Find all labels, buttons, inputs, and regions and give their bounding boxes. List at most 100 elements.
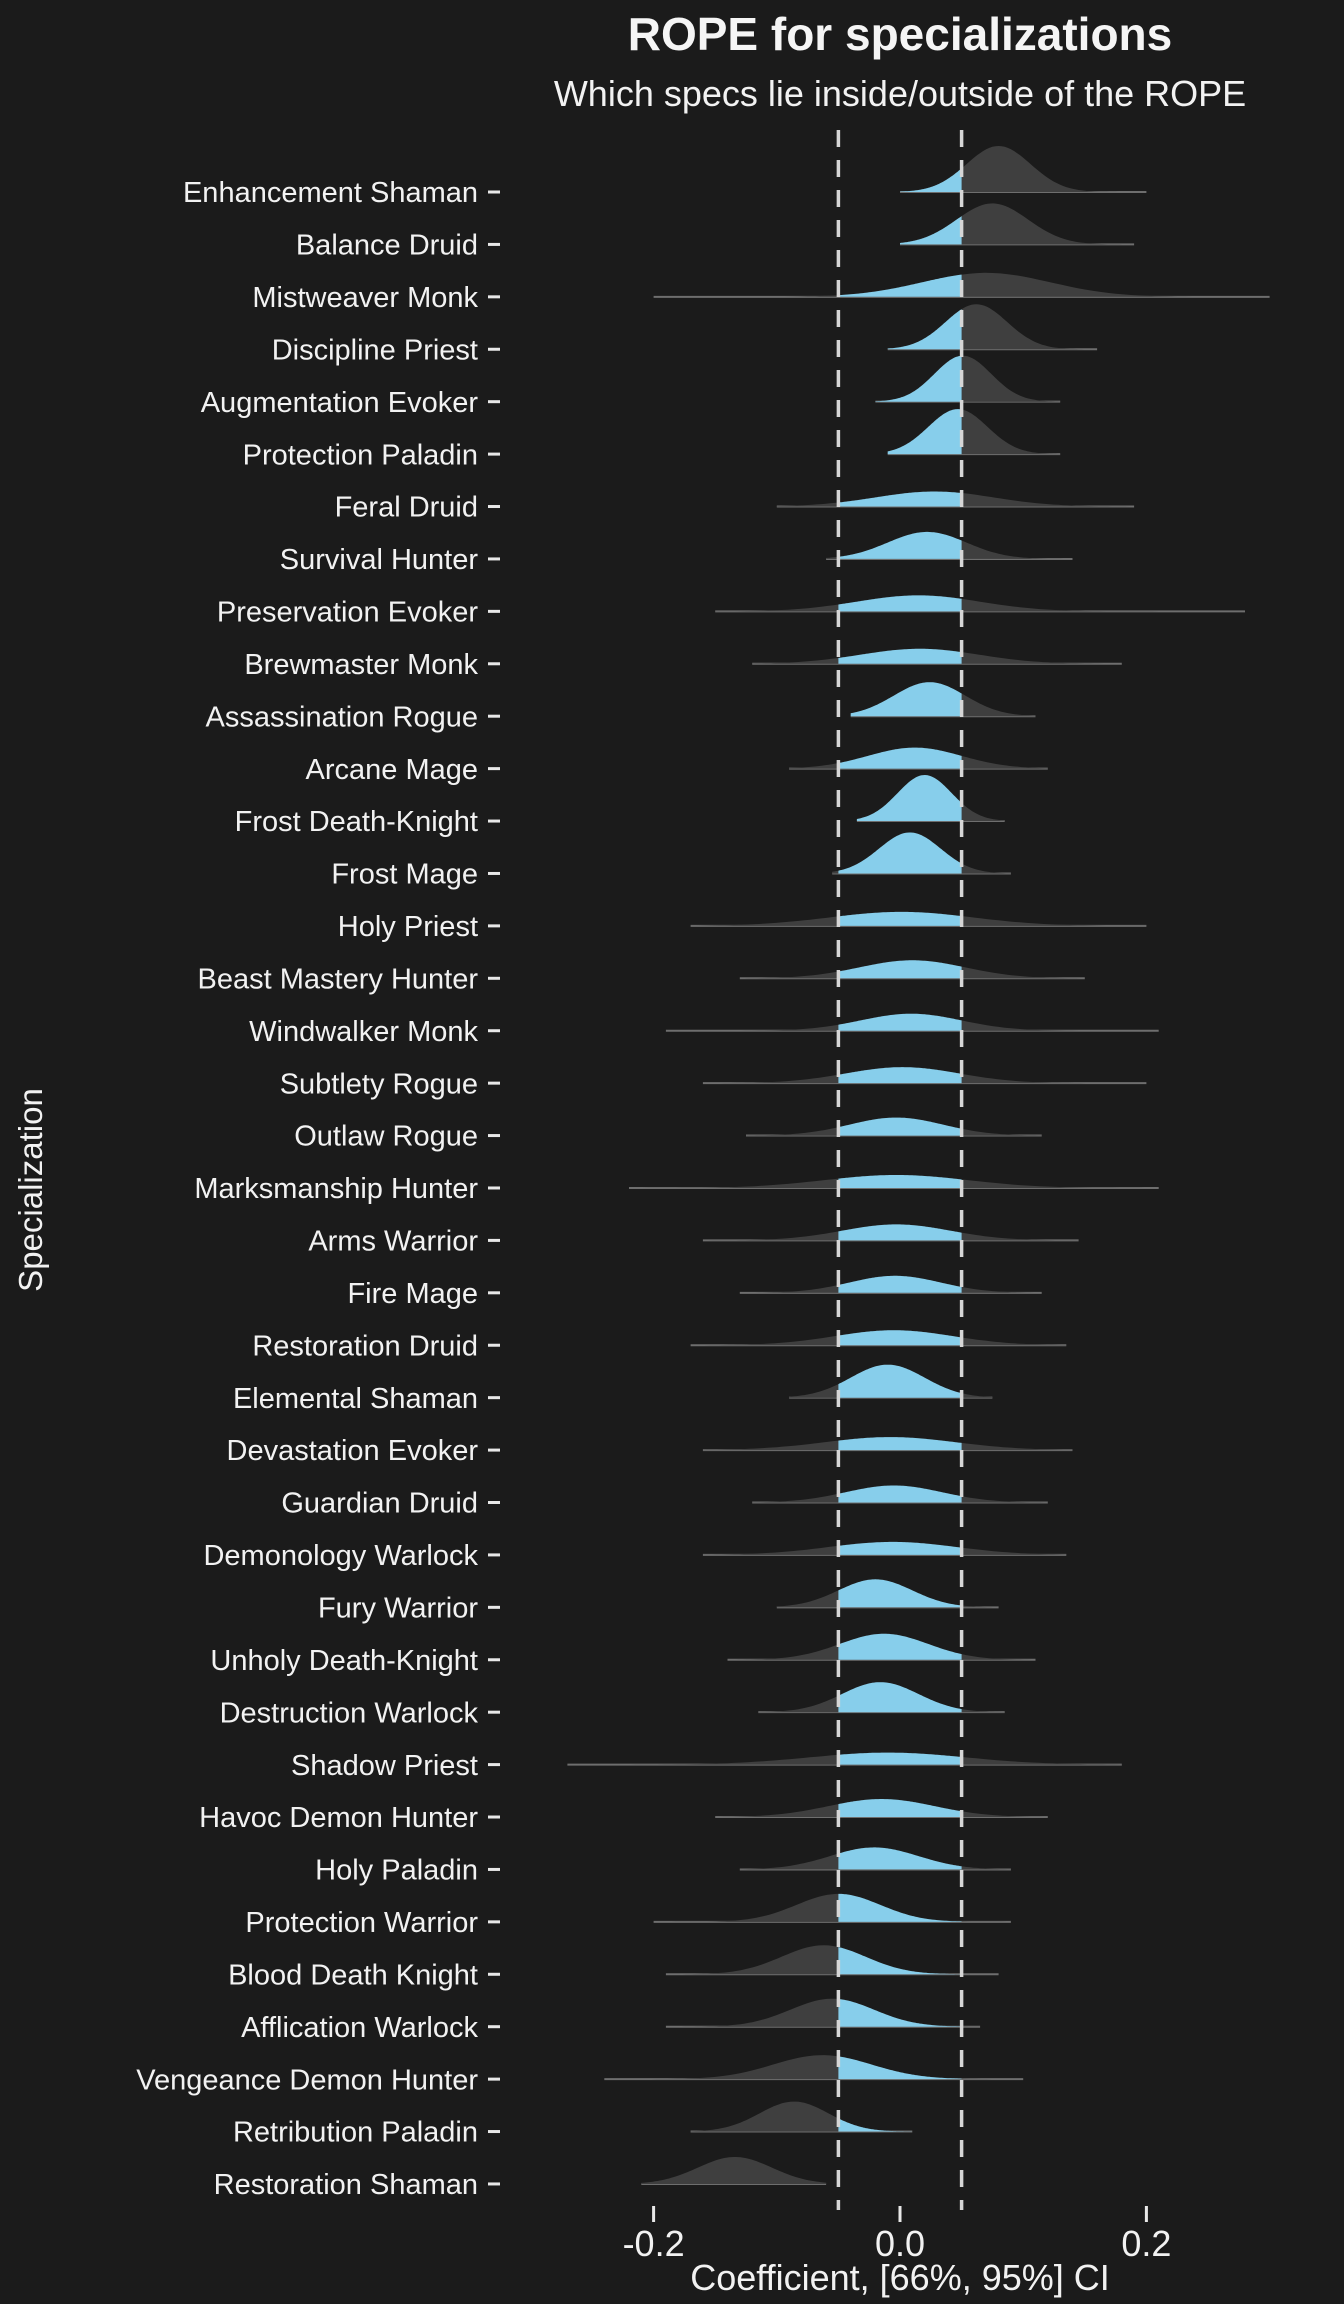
density-inside-rope	[838, 1579, 962, 1608]
density-inside-rope	[850, 682, 962, 717]
density-inside-rope	[838, 2118, 913, 2132]
density-inside-rope	[838, 960, 962, 979]
density-inside-rope	[838, 1682, 962, 1713]
density-row-enhancement-shaman	[900, 146, 1147, 193]
density-row-assassination-rogue	[850, 682, 1036, 718]
density-inside-rope	[887, 409, 962, 455]
density-row-havoc-demon-hunter	[715, 1799, 1048, 1819]
x-tick-label-0_2: 0.2	[1121, 2223, 1171, 2264]
chart-subtitle: Which specs lie inside/outside of the RO…	[554, 73, 1246, 114]
x-axis-title: Coefficient, [66%, 95%] CI	[690, 2257, 1110, 2298]
density-outside-rope	[653, 1893, 1011, 1922]
density-row-arcane-mage	[789, 747, 1048, 770]
density-inside-rope	[838, 648, 962, 664]
spec-label-balance-druid: Balance Druid	[296, 230, 478, 262]
density-inside-rope	[838, 274, 962, 297]
density-inside-rope	[900, 168, 962, 192]
spec-label-marksmanship-hunter: Marksmanship Hunter	[194, 1173, 478, 1205]
spec-label-beast-mastery-hunter: Beast Mastery Hunter	[198, 963, 479, 995]
spec-label-vengeance-demon-hunter: Vengeance Demon Hunter	[136, 2064, 478, 2096]
density-row-frost-mage	[832, 832, 1011, 875]
density-row-demonology-warlock	[702, 1541, 1067, 1556]
spec-label-elemental-shaman: Elemental Shaman	[233, 1383, 478, 1415]
density-row-arms-warrior	[702, 1224, 1079, 1242]
density-inside-rope	[838, 1330, 962, 1346]
spec-label-holy-paladin: Holy Paladin	[315, 1855, 478, 1887]
density-row-fire-mage	[739, 1275, 1042, 1294]
density-row-discipline-priest	[887, 304, 1098, 351]
density-inside-rope	[887, 309, 962, 350]
density-inside-rope	[838, 1947, 962, 1975]
density-row-elemental-shaman	[789, 1364, 993, 1399]
spec-label-unholy-death-knight: Unholy Death-Knight	[210, 1645, 478, 1677]
density-row-windwalker-monk	[665, 1013, 1159, 1032]
density-outside-rope	[641, 2157, 827, 2184]
density-row-augmentation-evoker	[875, 355, 1061, 403]
density-inside-rope	[838, 747, 962, 769]
density-inside-rope	[838, 911, 962, 926]
spec-label-fury-warrior: Fury Warrior	[318, 1592, 478, 1624]
density-inside-rope	[856, 775, 962, 821]
density-inside-rope	[838, 1013, 962, 1031]
density-outside-rope	[690, 2101, 913, 2132]
density-row-restoration-shaman	[641, 2157, 827, 2185]
spec-label-frost-mage: Frost Mage	[331, 859, 478, 891]
spec-label-brewmaster-monk: Brewmaster Monk	[244, 649, 478, 681]
spec-label-blood-death-knight: Blood Death Knight	[228, 1959, 478, 1991]
spec-label-preservation-evoker: Preservation Evoker	[217, 597, 478, 629]
density-row-subtlety-rogue	[702, 1067, 1147, 1085]
spec-label-enhancement-shaman: Enhancement Shaman	[183, 177, 478, 209]
spec-label-survival-hunter: Survival Hunter	[280, 544, 479, 576]
density-row-destruction-warlock	[758, 1682, 1005, 1714]
density-row-protection-paladin	[887, 409, 1061, 456]
spec-label-retribution-paladin: Retribution Paladin	[233, 2117, 478, 2149]
density-row-retribution-paladin	[690, 2101, 913, 2133]
density-row-balance-druid	[900, 203, 1135, 246]
spec-label-demonology-warlock: Demonology Warlock	[203, 1540, 478, 1572]
spec-label-arcane-mage: Arcane Mage	[306, 754, 479, 786]
density-inside-rope	[838, 1275, 962, 1293]
density-row-beast-mastery-hunter	[739, 960, 1085, 980]
density-row-frost-death-knight	[856, 775, 1005, 823]
density-row-devastation-evoker	[702, 1437, 1073, 1452]
density-inside-rope	[838, 1364, 962, 1398]
density-outside-rope	[665, 1945, 999, 1975]
spec-label-protection-paladin: Protection Paladin	[243, 439, 478, 471]
density-row-restoration-druid	[690, 1330, 1067, 1347]
density-inside-rope	[838, 1485, 962, 1503]
spec-label-windwalker-monk: Windwalker Monk	[249, 1016, 478, 1048]
spec-label-frost-death-knight: Frost Death-Knight	[235, 806, 478, 838]
density-inside-rope	[838, 832, 962, 874]
spec-label-guardian-druid: Guardian Druid	[281, 1488, 478, 1520]
density-inside-rope	[838, 1633, 962, 1660]
spec-label-havoc-demon-hunter: Havoc Demon Hunter	[199, 1802, 478, 1834]
spec-label-holy-priest: Holy Priest	[338, 911, 478, 943]
spec-label-shadow-priest: Shadow Priest	[291, 1750, 478, 1782]
density-inside-rope	[900, 216, 962, 245]
density-row-survival-hunter	[826, 531, 1073, 560]
spec-label-outlaw-rogue: Outlaw Rogue	[294, 1121, 478, 1153]
density-row-afflication-warlock	[665, 1998, 981, 2028]
spec-label-restoration-druid: Restoration Druid	[252, 1330, 478, 1362]
spec-label-arms-warrior: Arms Warrior	[308, 1226, 478, 1258]
density-inside-rope	[838, 1175, 962, 1188]
density-inside-rope	[838, 491, 962, 507]
spec-label-augmentation-evoker: Augmentation Evoker	[201, 387, 479, 419]
density-inside-rope	[838, 1893, 962, 1922]
density-row-holy-priest	[690, 911, 1147, 927]
density-row-protection-warrior	[653, 1893, 1011, 1923]
rope-lines	[836, 130, 964, 2210]
density-row-guardian-druid	[752, 1485, 1048, 1504]
chart-title: ROPE for specializations	[628, 8, 1172, 60]
density-inside-rope	[838, 1847, 962, 1870]
y-axis-labels: Enhancement Shaman Balance Druid Mistweave…	[136, 177, 500, 2201]
spec-label-restoration-shaman: Restoration Shaman	[214, 2169, 478, 2201]
density-inside-rope	[838, 1541, 962, 1555]
density-inside-rope	[838, 1117, 962, 1136]
spec-label-fire-mage: Fire Mage	[347, 1278, 478, 1310]
density-inside-rope	[838, 595, 962, 612]
spec-label-mistweaver-monk: Mistweaver Monk	[252, 282, 478, 314]
